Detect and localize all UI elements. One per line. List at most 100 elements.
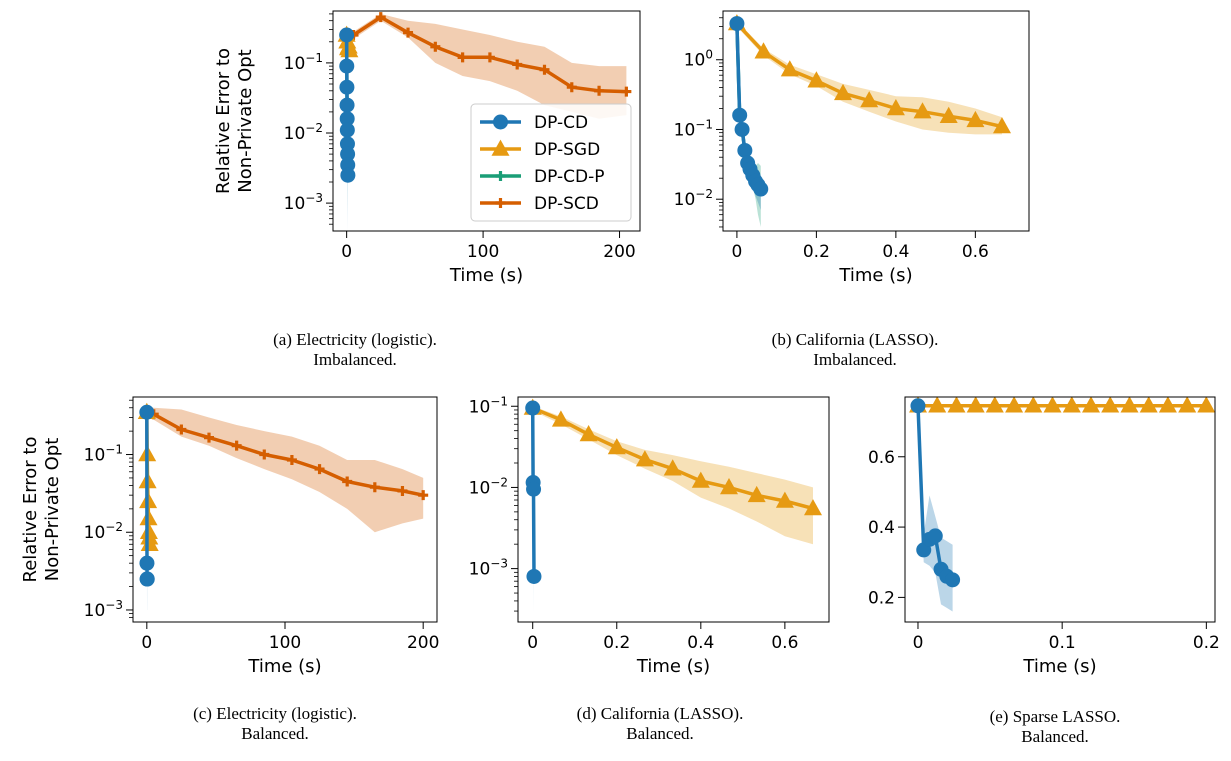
data-point — [1101, 397, 1120, 413]
data-point — [551, 410, 570, 427]
y-tick-label: 10−3 — [284, 191, 323, 214]
x-tick-label: 0.2 — [1193, 633, 1220, 653]
data-point — [526, 481, 542, 497]
legend-entry: DP-SGD — [480, 139, 600, 160]
data-point — [231, 440, 242, 451]
y-tick-label: 10−3 — [84, 598, 123, 621]
data-point — [418, 490, 429, 501]
y-tick-label: 10−2 — [84, 520, 123, 543]
y-tick-label: 10−1 — [284, 51, 323, 74]
data-point — [663, 459, 682, 476]
data-point — [1158, 397, 1177, 413]
caption-line: (d) California (LASSO). — [576, 704, 744, 723]
data-point — [910, 398, 926, 414]
chart-panel-d: 0 0.2 0.4 0.6 10−3 10−2 10−1 Time (s) — [469, 394, 830, 677]
chart-panel-e: 0 0.1 0.2 0.2 0.4 0.6 Time (s) — [868, 396, 1220, 677]
data-point — [860, 91, 879, 108]
data-point — [1043, 397, 1062, 413]
data-point — [286, 455, 297, 466]
x-tick-label: 0.4 — [687, 633, 714, 653]
data-point — [430, 41, 441, 52]
data-point — [945, 572, 961, 588]
x-tick-label: 0.2 — [603, 633, 630, 653]
plot-area — [727, 14, 1011, 228]
legend-entry: DP-CD-P — [480, 167, 604, 187]
series-dp-cd — [910, 398, 961, 588]
data-point — [804, 499, 822, 516]
data-point — [594, 85, 605, 96]
data-point — [339, 122, 355, 138]
data-point — [339, 27, 355, 43]
data-point — [1120, 397, 1139, 413]
legend-marker — [495, 171, 506, 181]
legend-marker — [491, 139, 510, 156]
x-tick-label: 0.4 — [882, 242, 909, 262]
caption-b: (b) California (LASSO). Imbalanced. — [690, 330, 1020, 370]
data-point — [340, 41, 359, 58]
data-point — [340, 167, 356, 183]
y-tick-label: 10−3 — [469, 557, 508, 580]
data-point — [484, 52, 495, 63]
data-point — [259, 449, 270, 460]
legend-entry: DP-CD — [480, 113, 588, 133]
legend-label: DP-SGD — [534, 140, 600, 160]
caption-line: (e) Sparse LASSO. — [989, 707, 1121, 726]
caption-line: Imbalanced. — [313, 350, 397, 369]
series-dp-sgd — [727, 14, 1011, 134]
plot-frame — [722, 10, 1030, 232]
data-point — [139, 571, 155, 587]
data-point — [780, 60, 799, 77]
data-point — [621, 86, 632, 97]
data-point — [747, 485, 766, 503]
y-tick-label: 0.4 — [868, 518, 895, 538]
x-tick-label: 0.2 — [803, 242, 830, 262]
x-axis-label: Time (s) — [838, 265, 912, 286]
confidence-band — [918, 404, 953, 612]
x-tick-label: 0 — [527, 633, 538, 653]
x-tick-label: 0.1 — [1049, 633, 1076, 653]
y-axis-label: Non-Private Opt — [235, 49, 256, 193]
data-point — [939, 106, 958, 123]
data-point — [985, 397, 1004, 413]
caption-line: (a) Electricity (logistic). — [273, 330, 437, 349]
data-point — [512, 59, 523, 70]
legend-label: DP-CD-P — [534, 167, 604, 187]
data-point — [635, 450, 654, 467]
plot-area — [137, 402, 429, 610]
data-point — [753, 181, 769, 197]
x-tick-label: 0 — [141, 633, 152, 653]
plot-area — [337, 12, 632, 231]
data-point — [607, 438, 626, 455]
series-dp-cd — [339, 27, 356, 183]
y-tick-label: 100 — [684, 48, 713, 71]
series-dp-cd — [139, 404, 155, 587]
confidence-band — [346, 13, 627, 119]
data-point — [176, 424, 187, 435]
legend-label: DP-SCD — [534, 194, 599, 214]
series-dp-cd — [525, 400, 542, 584]
caption-line: Imbalanced. — [813, 350, 897, 369]
data-point — [539, 64, 550, 75]
data-point — [375, 12, 386, 23]
chart-panel-a: 0 100 200 10−3 10−2 10−1 Time (s) Relative Erro… — [213, 10, 641, 286]
data-point — [339, 58, 355, 74]
data-point — [1024, 397, 1043, 413]
data-point — [754, 42, 773, 59]
y-tick-label: 10−1 — [469, 394, 508, 417]
series-dp-cd — [729, 16, 769, 197]
caption-d: (d) California (LASSO). Balanced. — [495, 704, 825, 744]
x-tick-label: 100 — [467, 242, 499, 262]
caption-a: (a) Electricity (logistic). Imbalanced. — [190, 330, 520, 370]
data-point — [1197, 397, 1215, 413]
data-point — [339, 79, 355, 95]
data-point — [369, 482, 380, 493]
plot-area — [523, 398, 822, 612]
series-dp-sgd — [909, 397, 1215, 413]
x-tick-label: 0.6 — [771, 633, 798, 653]
data-point — [340, 146, 356, 162]
x-tick-label: 200 — [603, 242, 635, 262]
data-point — [732, 107, 748, 123]
data-point — [928, 397, 947, 413]
data-point — [775, 491, 794, 508]
